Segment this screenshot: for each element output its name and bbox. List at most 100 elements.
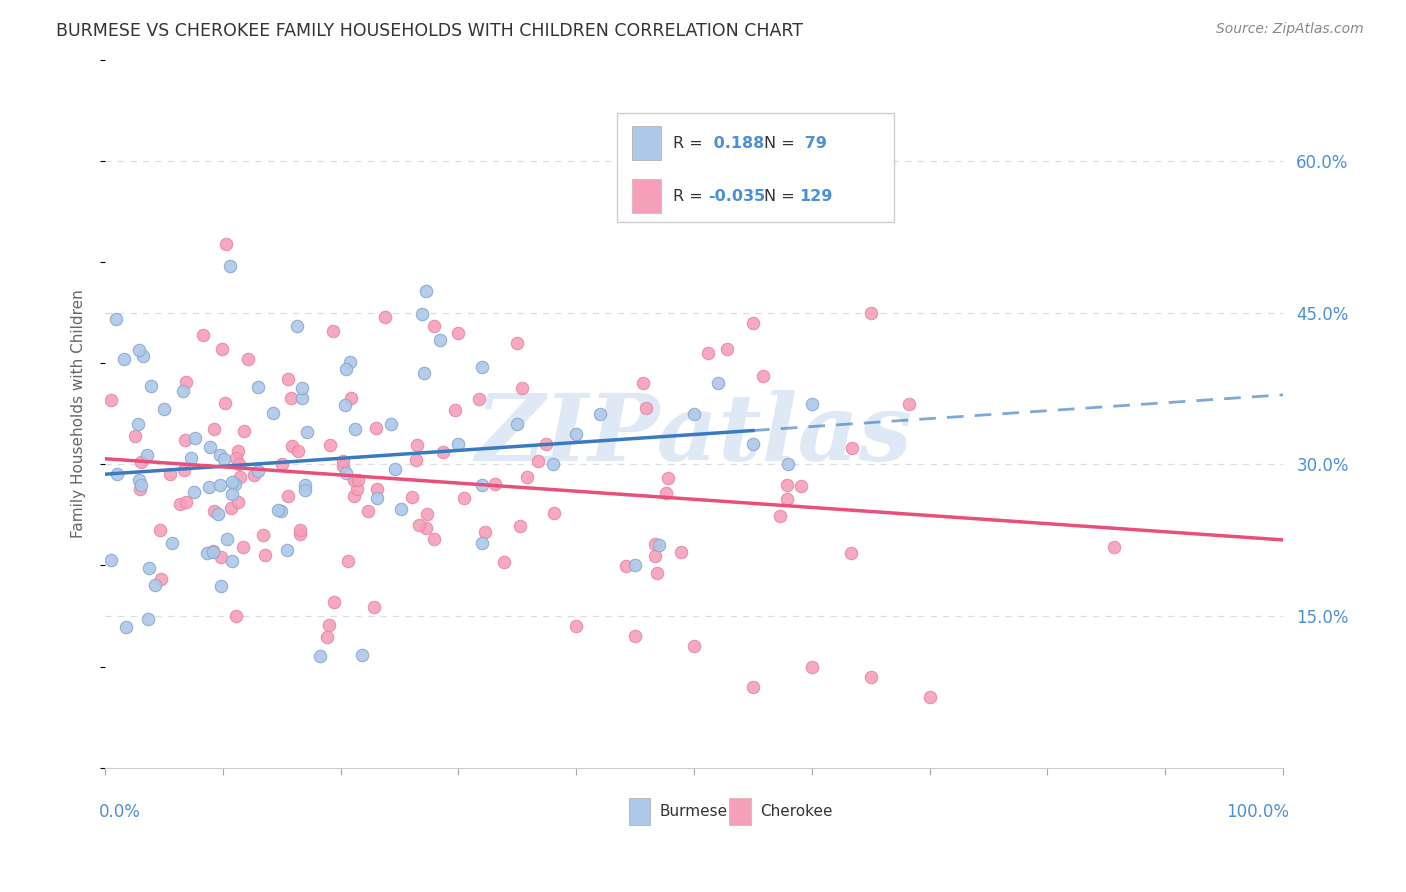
Point [343, 422, 366, 436]
Point [654, 485, 676, 500]
Point [129, 478, 152, 492]
Point [322, 324, 344, 338]
Point [343, 489, 366, 503]
Text: 0.0%: 0.0% [98, 803, 141, 821]
Point [343, 473, 366, 487]
Point [648, 538, 671, 552]
Point [859, 305, 882, 319]
Point [277, 490, 299, 504]
Point [252, 528, 274, 542]
Point [295, 425, 318, 440]
Point [270, 504, 292, 518]
Point [141, 378, 163, 392]
Point [742, 316, 765, 330]
Point [401, 490, 423, 504]
Point [776, 491, 799, 506]
Point [221, 475, 243, 489]
Point [364, 421, 387, 435]
Point [232, 540, 254, 554]
Point [471, 359, 494, 374]
Point [742, 437, 765, 451]
Point [215, 532, 238, 546]
Point [366, 482, 388, 496]
Point [285, 318, 308, 333]
Point [339, 391, 361, 405]
Point [644, 549, 666, 563]
Point [841, 441, 863, 455]
Point [180, 450, 202, 465]
Point [742, 680, 765, 694]
Text: -0.035: -0.035 [709, 188, 765, 203]
Point [471, 536, 494, 550]
Point [105, 467, 128, 481]
Point [172, 384, 194, 398]
Point [221, 554, 243, 568]
Point [195, 546, 218, 560]
Point [411, 307, 433, 321]
FancyBboxPatch shape [630, 798, 651, 825]
Point [224, 477, 246, 491]
Point [389, 501, 412, 516]
Point [335, 361, 357, 376]
Point [136, 612, 159, 626]
Point [366, 491, 388, 506]
Point [346, 483, 368, 497]
Point [214, 396, 236, 410]
Point [494, 555, 516, 569]
Point [614, 559, 637, 574]
Point [346, 473, 368, 487]
Point [209, 579, 232, 593]
Point [291, 392, 314, 406]
Point [128, 343, 150, 357]
Point [333, 398, 356, 412]
Y-axis label: Family Households with Children: Family Households with Children [72, 289, 86, 538]
Point [309, 648, 332, 663]
Point [516, 470, 538, 484]
Point [319, 438, 342, 452]
Point [447, 326, 470, 340]
Text: 79: 79 [799, 136, 827, 151]
Text: R =: R = [673, 188, 707, 203]
Point [444, 403, 467, 417]
Point [246, 464, 269, 478]
Point [339, 355, 361, 369]
Point [412, 366, 434, 380]
Point [405, 453, 427, 467]
Point [202, 545, 225, 559]
Point [173, 463, 195, 477]
Point [132, 349, 155, 363]
Point [429, 333, 451, 347]
Point [288, 526, 311, 541]
Point [115, 620, 138, 634]
Point [683, 640, 706, 654]
Point [800, 396, 823, 410]
Point [198, 480, 221, 494]
Point [751, 369, 773, 384]
Point [527, 453, 550, 467]
Point [423, 318, 446, 333]
Point [174, 433, 197, 447]
FancyBboxPatch shape [631, 179, 661, 213]
Text: 0.188: 0.188 [709, 136, 765, 151]
Point [212, 451, 235, 466]
Point [207, 507, 229, 521]
Point [897, 396, 920, 410]
Point [129, 482, 152, 496]
Point [226, 495, 249, 509]
Point [280, 391, 302, 405]
Point [415, 521, 437, 535]
Point [645, 566, 668, 581]
Point [148, 523, 170, 537]
Text: R =: R = [673, 136, 707, 151]
Point [136, 449, 159, 463]
Text: Burmese: Burmese [659, 805, 728, 819]
Point [859, 670, 882, 684]
Point [453, 491, 475, 506]
Point [335, 466, 357, 480]
Point [198, 440, 221, 454]
Text: BURMESE VS CHEROKEE FAMILY HOUSEHOLDS WITH CHILDREN CORRELATION CHART: BURMESE VS CHEROKEE FAMILY HOUSEHOLDS WI… [56, 22, 803, 40]
Text: 100.0%: 100.0% [1226, 803, 1289, 821]
Point [484, 476, 506, 491]
Point [636, 401, 658, 415]
Text: Cherokee: Cherokee [761, 805, 832, 819]
